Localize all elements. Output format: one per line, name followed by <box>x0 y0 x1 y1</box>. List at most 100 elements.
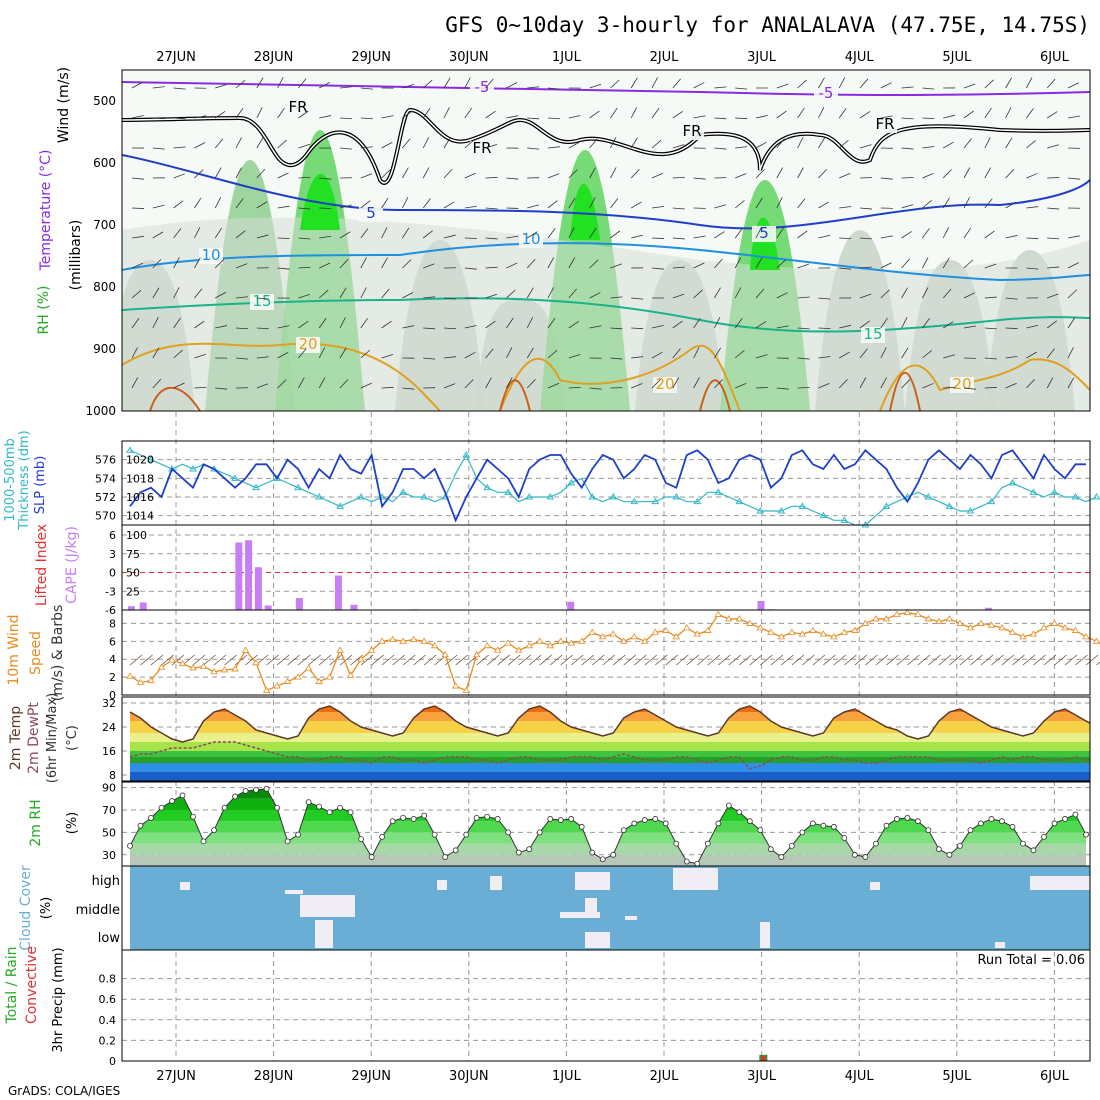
cape-bar <box>245 540 253 610</box>
wind-barb <box>672 320 683 329</box>
rh-point <box>326 809 333 816</box>
wind-barb <box>880 115 893 119</box>
wind-barb <box>506 235 519 239</box>
wind-barb <box>1026 267 1039 270</box>
wind-barb <box>152 258 162 269</box>
rh-point <box>673 840 680 847</box>
wind-barb <box>381 197 389 209</box>
wind-barb <box>360 287 367 299</box>
wind-barb <box>755 115 768 119</box>
wind-barb <box>464 379 474 389</box>
wind-barb <box>277 352 289 359</box>
wind-barb <box>214 138 224 149</box>
wind-speed-point <box>1061 624 1069 631</box>
wind-barb <box>901 347 909 359</box>
wind-barb <box>277 172 289 179</box>
wind-barb <box>298 110 309 119</box>
wind-barb <box>235 230 246 239</box>
wind-barb <box>672 348 681 359</box>
rh-point <box>410 816 417 822</box>
thickness-point <box>462 451 471 458</box>
rh-point <box>1030 847 1037 854</box>
cape-bar <box>757 601 765 610</box>
wind-barb <box>984 327 997 330</box>
rh-point <box>683 858 690 865</box>
wind-barb <box>318 317 327 329</box>
wind-barb <box>589 110 600 119</box>
surface-wind-barb <box>381 654 395 666</box>
wind-barb <box>443 383 456 389</box>
wind-speed-point <box>977 619 985 626</box>
wind-barb <box>610 107 618 119</box>
wind-barb <box>880 82 892 89</box>
surface-wind-barb <box>203 654 216 666</box>
panel-label-temp-3: (6hr Min/Max) <box>45 693 60 783</box>
wind-speed-point <box>504 639 512 646</box>
wind-speed-point <box>651 628 659 635</box>
wind-barb <box>131 115 144 119</box>
precip-tick-label: 0.4 <box>99 1014 117 1027</box>
cloud-block <box>575 872 610 890</box>
wind-speed-point <box>882 615 891 622</box>
credit-text: GrADS: COLA/IGES <box>8 1084 120 1098</box>
rh-point <box>652 816 659 822</box>
wind-barb <box>963 387 976 390</box>
wind-barb <box>298 207 311 210</box>
surface-wind-barb <box>560 654 573 666</box>
surface-wind-barb <box>287 654 300 666</box>
wind-barb <box>547 228 556 239</box>
wind-barb <box>527 117 540 120</box>
rh-point <box>169 798 175 804</box>
wind-barb <box>818 201 830 209</box>
contour-label-bg <box>359 206 383 222</box>
wind-barb <box>839 237 852 240</box>
lifted-index-tick-label: 6 <box>109 529 116 542</box>
surface-wind-barb <box>812 654 826 666</box>
wind-barb <box>776 387 789 390</box>
surface-wind-barb <box>360 654 374 666</box>
rh-point <box>505 829 512 836</box>
surface-wind-barb <box>949 654 962 666</box>
wind-barb <box>235 107 244 119</box>
wind-barb <box>443 168 453 179</box>
thickness-point <box>588 493 597 500</box>
wind-barb <box>755 321 767 329</box>
rh-point <box>442 854 449 860</box>
surface-wind-barb <box>234 654 248 666</box>
pressure-tick-label: 700 <box>93 218 116 232</box>
wind-speed-series <box>129 612 1100 692</box>
wind-barb <box>485 320 496 329</box>
rh-point <box>872 840 879 847</box>
wind-speed-point <box>1050 619 1059 626</box>
cloud-block <box>995 942 1005 948</box>
surface-wind-barb <box>507 654 521 666</box>
wind-speed-point <box>514 646 523 653</box>
surface-wind-barb <box>1096 661 1100 666</box>
wind-barb <box>547 200 558 209</box>
wind-barb <box>714 204 727 209</box>
wind-barb <box>651 325 664 329</box>
contour-label: FR <box>288 98 307 116</box>
wind-barb <box>651 139 662 149</box>
wind-speed-point <box>252 659 260 666</box>
contour-label-bg <box>752 226 776 242</box>
wind-barb <box>443 77 451 89</box>
contour-label-bg <box>199 248 223 264</box>
surface-wind-barb <box>581 654 594 666</box>
wind-barb <box>734 349 745 359</box>
wind-barb <box>360 317 369 329</box>
wind-speed-point <box>746 619 754 626</box>
wind-speed-point <box>126 672 134 679</box>
wind-tick-label: 6 <box>109 635 116 648</box>
rh-point <box>715 820 722 827</box>
wind-barb <box>381 257 388 269</box>
wind-barb <box>735 382 747 389</box>
wind-barb <box>693 347 700 359</box>
surface-wind-barb <box>161 654 174 666</box>
cape-bar <box>567 601 575 610</box>
cape-bar <box>139 602 147 610</box>
rh-point <box>736 809 743 816</box>
panel-label-temp-4: (°C) <box>65 725 80 751</box>
wind-barb <box>1067 262 1079 269</box>
surface-wind-barb <box>591 654 605 666</box>
